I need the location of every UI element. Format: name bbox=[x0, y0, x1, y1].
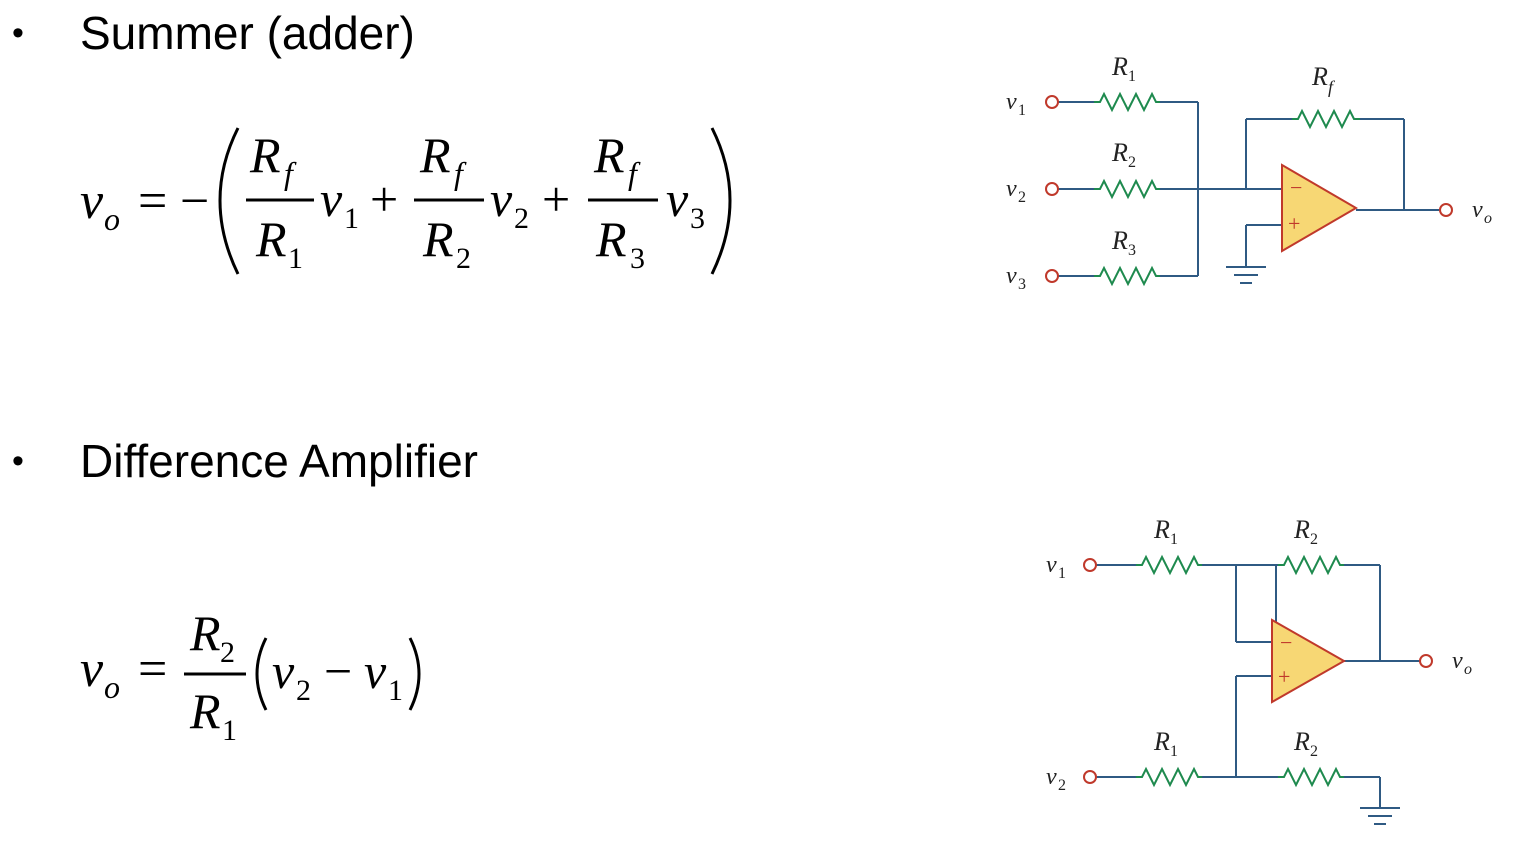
diff-r2-bot-zigzag bbox=[1278, 766, 1344, 788]
summer-eq-t2-num-sub: f bbox=[454, 155, 467, 191]
summer-r3-sub: 3 bbox=[1128, 242, 1136, 259]
summer-v3-label: v bbox=[1006, 263, 1017, 289]
summer-v1-sub: 1 bbox=[1018, 102, 1026, 119]
diff-eq-b-sub: 1 bbox=[388, 674, 403, 707]
summer-v3-sub: 3 bbox=[1018, 276, 1026, 293]
summer-eq-t3-den-sub: 3 bbox=[630, 242, 645, 275]
diff-r1-top-label: R bbox=[1153, 515, 1170, 544]
diff-r1-bot-sub: 1 bbox=[1170, 743, 1178, 760]
diff-eq-left-paren bbox=[255, 637, 268, 711]
diff-eq-num: R bbox=[189, 605, 221, 661]
diff-v2-sub: 2 bbox=[1058, 777, 1066, 794]
summer-eq-t3-den: R bbox=[595, 211, 627, 267]
summer-circuit: − + v 1 v 2 v 3 R 1 R 2 R 3 R f v o bbox=[1006, 52, 1492, 293]
diff-eq-lhs-sub: o bbox=[104, 669, 120, 705]
summer-eq-lhs: v bbox=[80, 173, 104, 230]
diff-v2-label: v bbox=[1046, 764, 1057, 790]
summer-eq-t3-num: R bbox=[593, 127, 625, 183]
summer-vo-terminal bbox=[1439, 203, 1453, 217]
diff-r1-bot-label: R bbox=[1153, 727, 1170, 756]
summer-r1-sub: 1 bbox=[1128, 68, 1136, 85]
diff-opamp-minus: − bbox=[1280, 630, 1292, 655]
summer-opamp-plus: + bbox=[1288, 211, 1300, 236]
summer-eq-t1-den-sub: 1 bbox=[288, 242, 303, 275]
diff-r1-bot-zigzag bbox=[1136, 766, 1202, 788]
summer-eq-t2-num: R bbox=[419, 127, 451, 183]
diff-eq-den-sub: 1 bbox=[222, 714, 237, 747]
diff-vo-label: v bbox=[1452, 648, 1463, 674]
diff-r2-top-sub: 2 bbox=[1310, 531, 1318, 548]
summer-opamp bbox=[1281, 163, 1358, 253]
summer-v2-terminal bbox=[1045, 182, 1059, 196]
difference-equation: v o = R 2 R 1 v 2 − v 1 bbox=[80, 605, 421, 747]
summer-r1-zigzag bbox=[1094, 91, 1160, 113]
summer-eq-lhs-sub: o bbox=[104, 201, 120, 237]
summer-v3-terminal bbox=[1045, 269, 1059, 283]
diff-r1-top-zigzag bbox=[1136, 554, 1202, 576]
diff-v1-terminal bbox=[1083, 558, 1097, 572]
summer-rf-zigzag bbox=[1292, 108, 1360, 130]
summer-r3-zigzag bbox=[1094, 265, 1160, 287]
summer-eq-left-paren bbox=[218, 127, 240, 275]
diff-opamp-plus: + bbox=[1278, 664, 1290, 689]
summer-vo-sub: o bbox=[1484, 210, 1492, 227]
diff-eq-equals: = bbox=[138, 641, 167, 698]
diff-v1-label: v bbox=[1046, 552, 1057, 578]
summer-eq-plus-2: + bbox=[542, 171, 570, 227]
summer-eq-right-paren bbox=[710, 127, 732, 275]
diff-vo-terminal bbox=[1419, 654, 1433, 668]
diff-eq-a: v bbox=[272, 643, 295, 699]
diff-eq-lhs: v bbox=[80, 641, 104, 698]
difference-bullet: • bbox=[12, 442, 24, 480]
summer-eq-t1-num: R bbox=[249, 127, 281, 183]
summer-vo-label: v bbox=[1472, 197, 1483, 223]
summer-eq-t2-var-sub: 2 bbox=[514, 202, 529, 235]
diff-eq-minus: − bbox=[324, 643, 352, 699]
summer-bullet: • bbox=[12, 14, 24, 52]
summer-v2-label: v bbox=[1006, 176, 1017, 202]
summer-v2-sub: 2 bbox=[1018, 189, 1026, 206]
summer-r2-sub: 2 bbox=[1128, 154, 1136, 171]
summer-rf-label: R bbox=[1311, 62, 1328, 91]
diff-opamp bbox=[1271, 618, 1347, 704]
summer-eq-t3-var: v bbox=[666, 171, 689, 227]
summer-opamp-minus: − bbox=[1290, 175, 1302, 200]
summer-heading: Summer (adder) bbox=[80, 7, 415, 59]
summer-eq-plus-1: + bbox=[370, 171, 398, 227]
diff-r1-top-sub: 1 bbox=[1170, 531, 1178, 548]
summer-r2-label: R bbox=[1111, 138, 1128, 167]
difference-circuit: − + v 1 v 2 R 1 R 2 R 1 R 2 v o bbox=[1046, 515, 1472, 825]
diff-r2-top-zigzag bbox=[1278, 554, 1344, 576]
summer-eq-t1-den: R bbox=[255, 211, 287, 267]
diff-eq-num-sub: 2 bbox=[220, 636, 235, 669]
summer-v1-label: v bbox=[1006, 89, 1017, 115]
summer-eq-t2-var: v bbox=[490, 171, 513, 227]
difference-heading: Difference Amplifier bbox=[80, 435, 478, 487]
diff-eq-den: R bbox=[189, 683, 221, 739]
diff-vo-sub: o bbox=[1464, 661, 1472, 678]
summer-eq-t1-num-sub: f bbox=[284, 155, 297, 191]
summer-eq-equals: = bbox=[138, 173, 167, 230]
summer-rf-sub: f bbox=[1328, 77, 1336, 97]
diff-v2-terminal bbox=[1083, 770, 1097, 784]
summer-eq-t2-den-sub: 2 bbox=[456, 242, 471, 275]
summer-v1-terminal bbox=[1045, 95, 1059, 109]
summer-eq-t3-num-sub: f bbox=[628, 155, 641, 191]
summer-eq-minus: − bbox=[180, 173, 209, 230]
summer-eq-t1-var: v bbox=[320, 171, 343, 227]
diff-r2-bot-sub: 2 bbox=[1310, 743, 1318, 760]
summer-eq-t2-den: R bbox=[422, 211, 454, 267]
summer-r1-label: R bbox=[1111, 52, 1128, 81]
summer-eq-t1-var-sub: 1 bbox=[344, 202, 359, 235]
summer-eq-t3-var-sub: 3 bbox=[690, 202, 705, 235]
summer-equation: v o = − R f R 1 v 1 + R f R 2 v 2 + R f … bbox=[80, 127, 732, 275]
summer-r3-label: R bbox=[1111, 226, 1128, 255]
summer-r2-zigzag bbox=[1094, 178, 1160, 200]
diff-eq-a-sub: 2 bbox=[296, 674, 311, 707]
diff-eq-right-paren bbox=[408, 637, 421, 711]
diff-v1-sub: 1 bbox=[1058, 565, 1066, 582]
diff-r2-bot-label: R bbox=[1293, 727, 1310, 756]
diff-eq-b: v bbox=[364, 643, 387, 699]
diff-r2-top-label: R bbox=[1293, 515, 1310, 544]
